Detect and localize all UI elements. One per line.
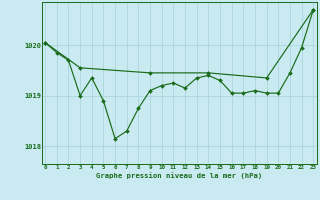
X-axis label: Graphe pression niveau de la mer (hPa): Graphe pression niveau de la mer (hPa) [96, 172, 262, 179]
